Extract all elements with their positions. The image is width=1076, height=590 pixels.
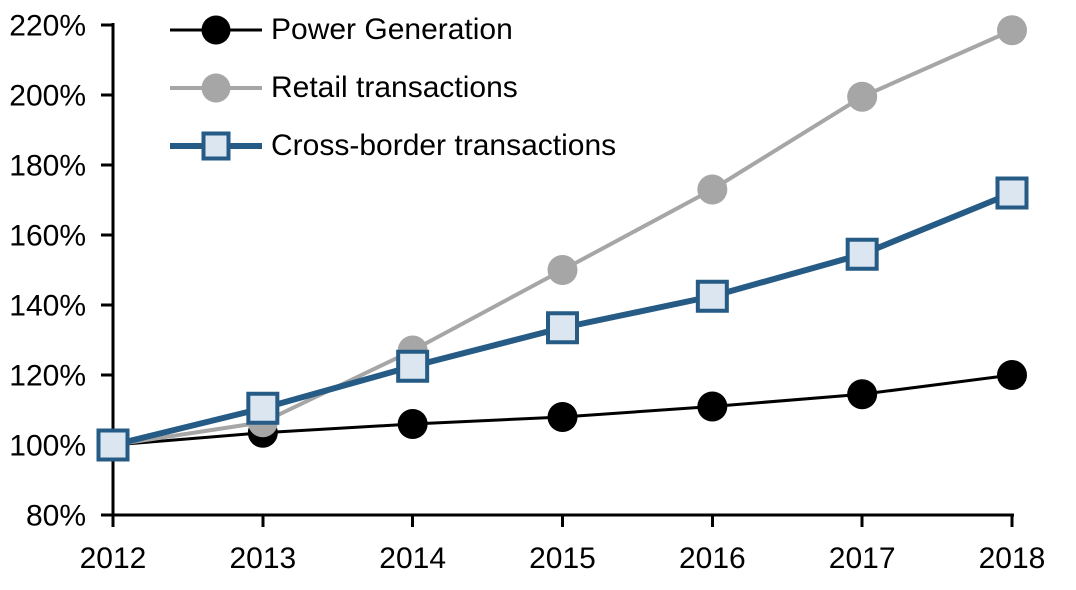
series-power-generation	[98, 360, 1027, 460]
data-point-square	[546, 311, 579, 345]
data-point-circle	[997, 360, 1027, 390]
y-axis-tick-label: 160%	[9, 220, 86, 253]
x-axis-tick-label: 2018	[979, 542, 1046, 575]
data-point-circle	[697, 391, 728, 422]
legend-sample	[170, 130, 262, 162]
legend-item-cross-border-transactions: Cross-border transactions	[170, 130, 616, 162]
x-axis-tick-label: 2014	[379, 542, 446, 575]
legend-label: Cross-border transactions	[271, 129, 617, 162]
data-point-square	[96, 428, 130, 462]
data-point-circle	[847, 379, 878, 410]
data-point-circle	[847, 81, 878, 112]
legend-item-retail-transactions: Retail transactions	[170, 72, 616, 104]
data-point-square	[396, 349, 430, 383]
legend-sample	[170, 72, 262, 104]
legend-label: Power Generation	[271, 13, 513, 46]
legend-sample	[170, 14, 262, 46]
series-cross-border-transactions	[96, 176, 1029, 462]
x-axis-tick-label: 2015	[529, 542, 596, 575]
data-point-square	[845, 237, 879, 271]
y-axis-tick-label: 120%	[9, 360, 86, 393]
y-axis-tick-label: 180%	[9, 150, 86, 183]
legend: Power Generation Retail transactions Cro…	[170, 14, 616, 188]
y-axis-tick-label: 80%	[26, 500, 86, 533]
circle-marker-icon	[201, 73, 231, 103]
data-point-circle	[397, 409, 428, 439]
y-axis-tick-label: 100%	[9, 430, 86, 463]
data-point-circle	[997, 15, 1027, 46]
data-point-square	[695, 279, 729, 313]
y-axis-tick-label: 140%	[9, 290, 86, 323]
square-marker-icon	[201, 131, 231, 161]
data-point-circle	[697, 174, 728, 205]
y-axis-tick-label: 200%	[9, 80, 86, 113]
y-axis-tick-label: 220%	[9, 10, 86, 43]
data-point-circle	[547, 402, 578, 432]
x-axis-tick-label: 2012	[80, 542, 147, 575]
x-axis-tick-label: 2016	[679, 542, 746, 575]
x-axis-tick-label: 2017	[829, 542, 896, 575]
data-point-circle	[547, 255, 578, 285]
data-point-square	[246, 391, 280, 425]
circle-marker-icon	[201, 15, 231, 45]
legend-label: Retail transactions	[271, 71, 518, 104]
x-axis-tick-label: 2013	[229, 542, 296, 575]
legend-item-power-generation: Power Generation	[170, 14, 616, 46]
data-point-square	[995, 176, 1029, 210]
